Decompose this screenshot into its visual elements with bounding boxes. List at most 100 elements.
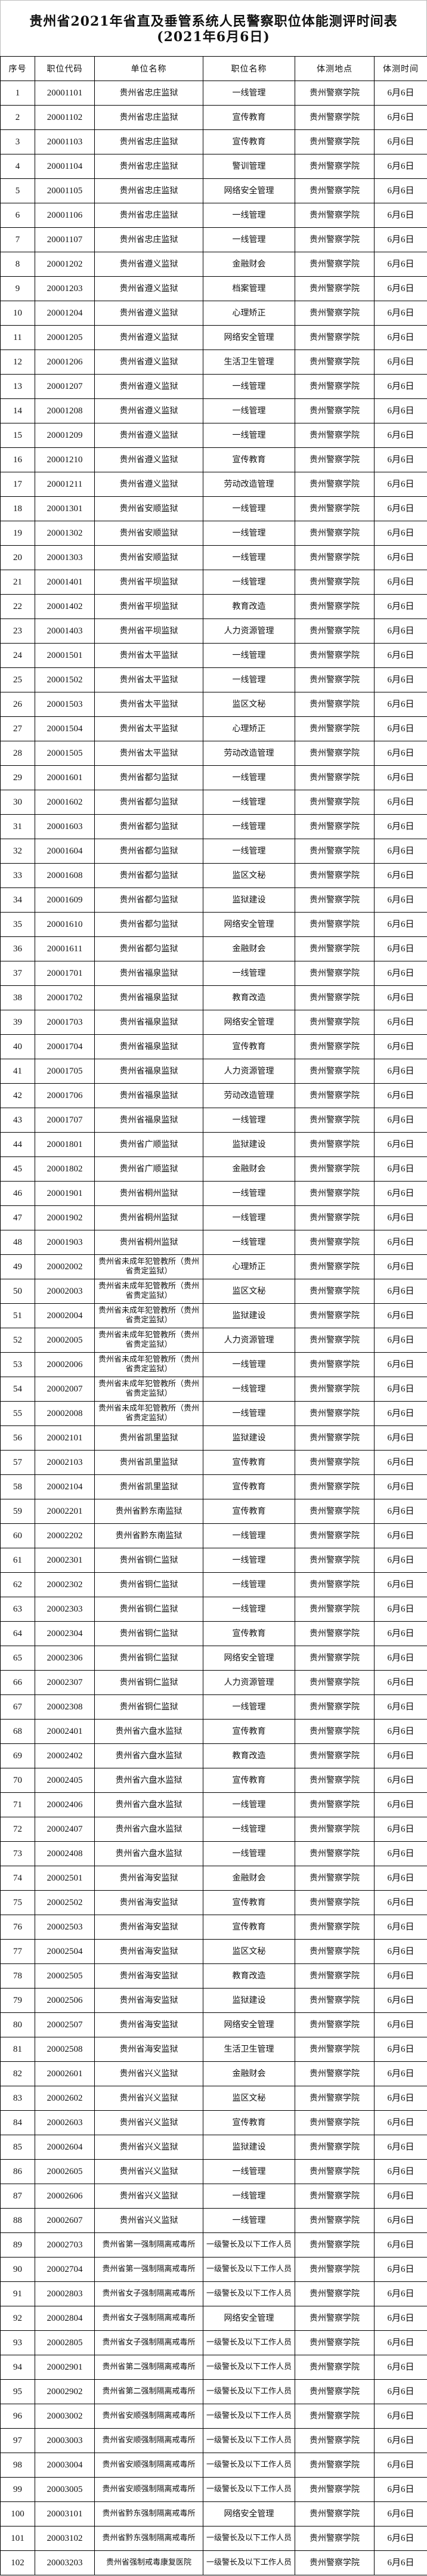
- cell-unit: 贵州省都匀监狱: [94, 814, 203, 839]
- header-code: 职位代码: [35, 56, 95, 81]
- table-row: 93 20002805 贵州省女子强制隔离戒毒所 一级警长及以下工作人员 贵州警察学院 6…: [0, 2330, 427, 2355]
- cell-time: 6月6日: [374, 863, 427, 888]
- cell-unit: 贵州省海安监狱: [94, 1988, 203, 2013]
- cell-location: 贵州警察学院: [295, 2330, 375, 2355]
- cell-unit: 贵州省福泉监狱: [94, 1083, 203, 1108]
- cell-unit: 贵州省六盘水监狱: [94, 1768, 203, 1793]
- cell-position: 一线管理: [203, 1548, 295, 1573]
- cell-unit: 贵州省桐州监狱: [94, 1205, 203, 1230]
- cell-time: 6月6日: [374, 2208, 427, 2233]
- table-row: 35 20001610 贵州省都匀监狱 网络安全管理 贵州警察学院 6月6日: [0, 912, 427, 937]
- cell-location: 贵州警察学院: [295, 2453, 375, 2478]
- cell-unit: 贵州省遵义监狱: [94, 276, 203, 301]
- cell-unit: 贵州省第二强制隔离戒毒所: [94, 2355, 203, 2380]
- cell-code: 20001505: [35, 741, 95, 766]
- cell-unit: 贵州省福泉监狱: [94, 961, 203, 986]
- cell-unit: 贵州省都匀监狱: [94, 839, 203, 864]
- cell-time: 6月6日: [374, 619, 427, 644]
- cell-time: 6月6日: [374, 2012, 427, 2037]
- table-row: 36 20001611 贵州省都匀监狱 金融财会 贵州警察学院 6月6日: [0, 936, 427, 961]
- cell-location: 贵州警察学院: [295, 1988, 375, 2013]
- cell-position: 心理矫正: [203, 1254, 295, 1279]
- cell-time: 6月6日: [374, 1915, 427, 1940]
- cell-position: 一线管理: [203, 1181, 295, 1206]
- cell-unit: 贵州省海安监狱: [94, 2012, 203, 2037]
- cell-location: 贵州警察学院: [295, 1450, 375, 1475]
- cell-seq: 79: [0, 1988, 35, 2013]
- cell-code: 20002401: [35, 1719, 95, 1744]
- cell-time: 6月6日: [374, 1694, 427, 1720]
- cell-seq: 26: [0, 692, 35, 717]
- cell-code: 20001303: [35, 545, 95, 570]
- cell-unit: 贵州省未成年犯管教所（贵州省贵定监狱）: [94, 1254, 203, 1279]
- cell-time: 6月6日: [374, 252, 427, 277]
- cell-time: 6月6日: [374, 105, 427, 130]
- cell-position: 一级警长及以下工作人员: [203, 2550, 295, 2575]
- table-row: 44 20001801 贵州省广顺监狱 监狱建设 贵州警察学院 6月6日: [0, 1132, 427, 1157]
- cell-location: 贵州警察学院: [295, 350, 375, 375]
- cell-position: 一线管理: [203, 790, 295, 815]
- cell-code: 20002601: [35, 2061, 95, 2086]
- cell-seq: 94: [0, 2355, 35, 2380]
- cell-code: 20002008: [35, 1401, 95, 1426]
- cell-unit: 贵州省福泉监狱: [94, 1034, 203, 1059]
- cell-position: 一线管理: [203, 2208, 295, 2233]
- cell-time: 6月6日: [374, 154, 427, 179]
- table-row: 45 20001802 贵州省广顺监狱 金融财会 贵州警察学院 6月6日: [0, 1156, 427, 1182]
- cell-seq: 38: [0, 985, 35, 1010]
- cell-unit: 贵州省都匀监狱: [94, 863, 203, 888]
- cell-seq: 37: [0, 961, 35, 986]
- cell-code: 20001208: [35, 398, 95, 423]
- cell-location: 贵州警察学院: [295, 887, 375, 913]
- cell-position: 一级警长及以下工作人员: [203, 2330, 295, 2355]
- cell-location: 贵州警察学院: [295, 447, 375, 472]
- cell-seq: 89: [0, 2232, 35, 2258]
- cell-location: 贵州警察学院: [295, 2306, 375, 2331]
- cell-time: 6月6日: [374, 374, 427, 399]
- cell-location: 贵州警察学院: [295, 1034, 375, 1059]
- cell-code: 20002003: [35, 1279, 95, 1304]
- table-row: 38 20001702 贵州省福泉监狱 教育改造 贵州警察学院 6月6日: [0, 985, 427, 1010]
- cell-location: 贵州警察学院: [295, 1670, 375, 1695]
- cell-location: 贵州警察学院: [295, 1425, 375, 1451]
- table-row: 7 20001107 贵州省忠庄监狱 一线管理 贵州警察学院 6月6日: [0, 227, 427, 252]
- cell-time: 6月6日: [374, 570, 427, 595]
- cell-location: 贵州警察学院: [295, 1939, 375, 1964]
- cell-unit: 贵州省未成年犯管教所（贵州省贵定监狱）: [94, 1401, 203, 1426]
- cell-seq: 59: [0, 1499, 35, 1524]
- header-unit: 单位名称: [94, 56, 203, 81]
- cell-time: 6月6日: [374, 1792, 427, 1817]
- cell-seq: 92: [0, 2306, 35, 2331]
- cell-unit: 贵州省遵义监狱: [94, 350, 203, 375]
- cell-location: 贵州警察学院: [295, 1743, 375, 1768]
- cell-position: 金融财会: [203, 936, 295, 961]
- cell-time: 6月6日: [374, 1548, 427, 1573]
- cell-seq: 87: [0, 2184, 35, 2209]
- table-body: 1 20001101 贵州省忠庄监狱 一线管理 贵州警察学院 6月6日 2 20001102 贵…: [0, 81, 427, 2575]
- table-row: 94 20002901 贵州省第二强制隔离戒毒所 一级警长及以下工作人员 贵州警察学院 6…: [0, 2355, 427, 2380]
- cell-position: 教育改造: [203, 594, 295, 619]
- cell-position: 警训管理: [203, 154, 295, 179]
- cell-seq: 74: [0, 1866, 35, 1891]
- cell-seq: 96: [0, 2404, 35, 2429]
- cell-code: 20001106: [35, 203, 95, 228]
- cell-seq: 55: [0, 1401, 35, 1426]
- cell-location: 贵州警察学院: [295, 2232, 375, 2258]
- cell-unit: 贵州省兴义监狱: [94, 2135, 203, 2160]
- cell-code: 20001611: [35, 936, 95, 961]
- cell-unit: 贵州省强制戒毒康复医院: [94, 2550, 203, 2575]
- cell-seq: 14: [0, 398, 35, 423]
- cell-code: 20002301: [35, 1548, 95, 1573]
- cell-unit: 贵州省第一强制隔离戒毒所: [94, 2232, 203, 2258]
- cell-position: 网络安全管理: [203, 1010, 295, 1035]
- table-row: 30 20001602 贵州省都匀监狱 一线管理 贵州警察学院 6月6日: [0, 790, 427, 815]
- cell-location: 贵州警察学院: [295, 1303, 375, 1328]
- table-row: 58 20002104 贵州省凯里监狱 宣传教育 贵州警察学院 6月6日: [0, 1474, 427, 1499]
- cell-time: 6月6日: [374, 1939, 427, 1964]
- cell-time: 6月6日: [374, 1059, 427, 1084]
- table-row: 39 20001703 贵州省福泉监狱 网络安全管理 贵州警察学院 6月6日: [0, 1010, 427, 1035]
- cell-location: 贵州警察学院: [295, 863, 375, 888]
- cell-location: 贵州警察学院: [295, 2061, 375, 2086]
- cell-location: 贵州警察学院: [295, 374, 375, 399]
- table-row: 4 20001104 贵州省忠庄监狱 警训管理 贵州警察学院 6月6日: [0, 154, 427, 179]
